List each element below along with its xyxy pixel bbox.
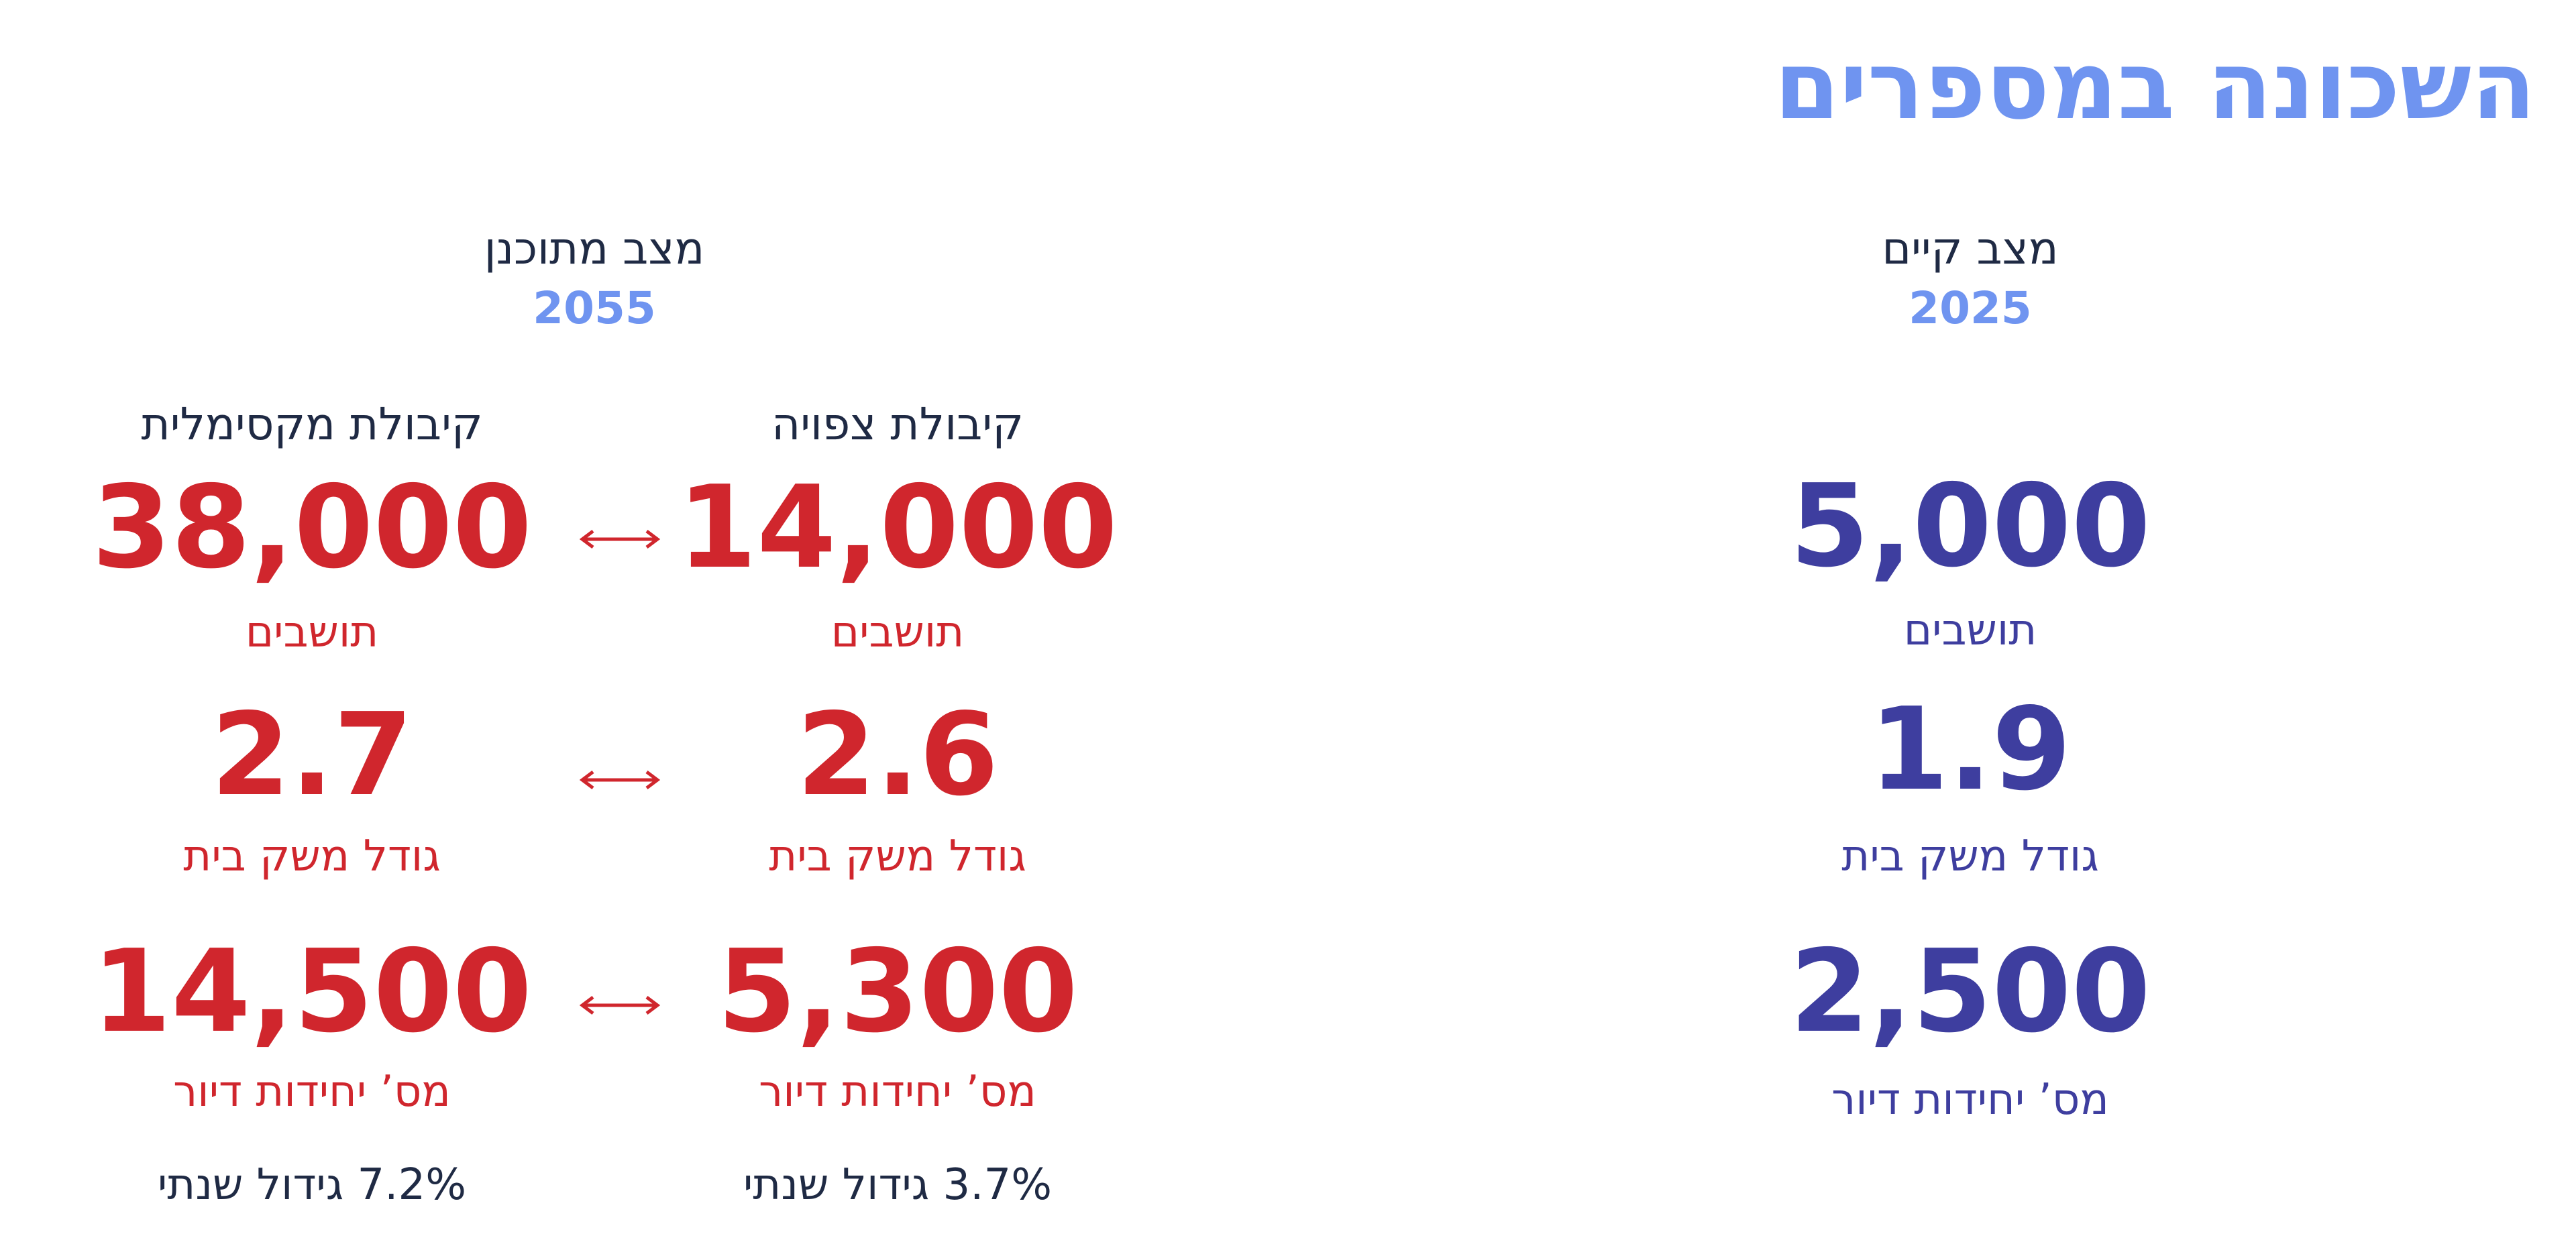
stat-value: 2.7	[211, 689, 413, 822]
stat-label: תושבים	[245, 608, 379, 657]
stat-value: 14,500	[91, 925, 533, 1058]
stat-label: מס’ יחידות דיור	[173, 1067, 451, 1117]
stat-label: מס’ יחידות דיור	[1831, 1075, 2109, 1125]
stat-label: תושבים	[830, 608, 965, 657]
column-heading: מצב מתוכנן	[484, 223, 705, 274]
stat-label: גודל משק בית	[769, 832, 1026, 881]
stat-label: גודל משק בית	[183, 832, 441, 881]
double-arrow	[579, 996, 661, 1015]
stat-value: 14,000	[677, 461, 1118, 594]
stat-label: תושבים	[1903, 606, 2037, 655]
stat-value: 38,000	[91, 461, 533, 594]
stat-value: 5,300	[717, 925, 1078, 1058]
stat-value: 2,500	[1790, 925, 2151, 1058]
column-year: 2055	[533, 282, 656, 334]
stat-label: מס’ יחידות דיור	[759, 1067, 1036, 1117]
stat-value: 2.6	[796, 689, 999, 822]
column-heading: מצב קיים	[1882, 223, 2059, 274]
double-arrow	[579, 530, 661, 549]
page-title: השכונה במספרים	[1774, 32, 2536, 141]
annual-growth: 7.2% גידול שנתי	[157, 1160, 467, 1210]
stat-label: גודל משק בית	[1841, 832, 2099, 881]
column-year: 2025	[1909, 282, 2032, 334]
scenario-name: קיבולת מקסימלית	[141, 398, 483, 450]
stat-value: 1.9	[1869, 683, 2072, 816]
annual-growth: 3.7% גידול שנתי	[743, 1160, 1053, 1210]
double-arrow	[579, 771, 661, 789]
scenario-name: קיבולת צפויה	[771, 398, 1024, 450]
stat-value: 5,000	[1790, 460, 2151, 593]
